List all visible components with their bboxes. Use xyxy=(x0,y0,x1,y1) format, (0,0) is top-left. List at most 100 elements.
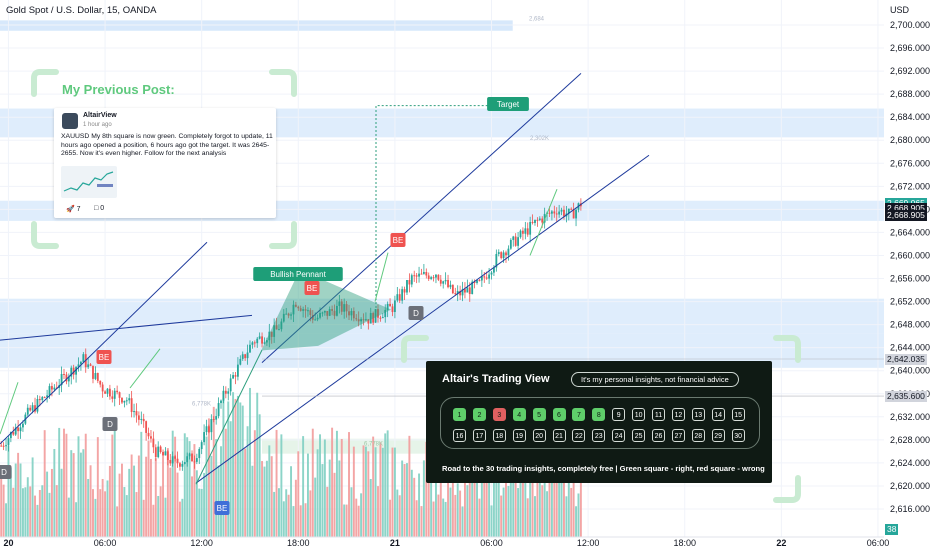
volume-bar xyxy=(512,449,515,537)
volume-bar xyxy=(456,483,459,537)
flag-text: BE xyxy=(217,504,228,513)
likes-value: 7 xyxy=(76,206,81,213)
insight-square: 2 xyxy=(472,408,486,421)
insight-square: 26 xyxy=(652,429,665,442)
insight-square: 3 xyxy=(492,408,506,421)
candle-body xyxy=(398,294,401,301)
candle-body xyxy=(198,449,201,459)
candle-body xyxy=(7,438,10,446)
candle-body xyxy=(432,277,435,279)
insight-square: 16 xyxy=(453,429,466,442)
time-axis[interactable]: 20 06:00 12:00 18:00 21 06:00 12:00 18:00 22 06:0… xyxy=(0,536,932,550)
candle-body xyxy=(415,275,418,277)
candle-body xyxy=(468,287,471,295)
candle-body xyxy=(236,364,239,377)
volume-bar xyxy=(340,439,343,537)
volume-bar xyxy=(227,401,230,537)
volume-bar xyxy=(529,445,532,537)
candle-body xyxy=(258,336,261,339)
candle-body xyxy=(41,397,44,401)
volume-bar xyxy=(21,488,24,537)
volume-bar xyxy=(427,434,430,537)
volume-bar xyxy=(466,485,469,537)
insight-square: 29 xyxy=(711,429,725,442)
volume-bar xyxy=(488,470,491,537)
post-thumbnail[interactable] xyxy=(61,166,117,198)
candle-body xyxy=(280,321,283,330)
candle-body xyxy=(183,462,186,464)
candle-body xyxy=(403,289,406,293)
insight-square: 4 xyxy=(512,408,526,421)
insight-square: 9 xyxy=(612,408,626,421)
author-avatar xyxy=(62,113,78,129)
time-tick-label: 22 xyxy=(776,538,786,548)
flag-text: D xyxy=(107,420,113,429)
volume-bar xyxy=(413,477,416,537)
volume-bar xyxy=(60,468,63,537)
candle-body xyxy=(379,317,382,319)
candle-body xyxy=(9,432,12,439)
candle-body xyxy=(321,312,324,314)
post-author[interactable]: AltairView xyxy=(83,112,117,119)
volume-bar xyxy=(461,506,464,537)
candle-body xyxy=(270,331,273,337)
chart-drawings[interactable] xyxy=(0,73,884,485)
candle-body xyxy=(99,380,102,385)
volume-bar xyxy=(137,455,140,537)
candle-body xyxy=(46,395,49,398)
channel-upper-prev xyxy=(0,314,253,341)
price-axis[interactable]: USD 2,700.000 2,696.000 2,692.000 2,688.000 2… xyxy=(884,0,932,550)
candle-body xyxy=(323,310,326,313)
candle-body xyxy=(442,281,445,284)
insight-square: 27 xyxy=(671,429,685,442)
candle-body xyxy=(116,390,119,393)
price-tick-label: 2,632.000 xyxy=(890,412,930,422)
volume-bar xyxy=(406,463,408,537)
volume-bar xyxy=(297,451,300,537)
volume-bar xyxy=(326,486,329,537)
corner-bracket xyxy=(773,335,801,363)
time-tick-label: 06:00 xyxy=(867,538,890,548)
volume-bar xyxy=(364,446,367,537)
comments-count[interactable]: □ 0 xyxy=(94,205,105,212)
candle-body xyxy=(485,277,488,279)
flag-bg xyxy=(0,465,12,479)
volume-bar xyxy=(526,498,529,537)
volume-bar xyxy=(560,440,563,537)
candle-body xyxy=(142,418,145,422)
volume-bar xyxy=(113,429,116,537)
volume-bar xyxy=(355,498,358,537)
flag-bg xyxy=(304,281,320,295)
volume-bar xyxy=(72,453,75,537)
corner-bracket xyxy=(401,335,429,363)
price-tick-label: 2,692.000 xyxy=(890,66,930,76)
flag-bg xyxy=(487,97,529,111)
volume-bar xyxy=(116,506,119,537)
flag-bg xyxy=(102,417,118,431)
candle-body xyxy=(12,432,15,435)
volume-bar xyxy=(514,456,517,537)
faded-value-label: 6,778K xyxy=(192,401,211,407)
likes-count[interactable]: 🚀 7 xyxy=(66,206,81,213)
candle-body xyxy=(65,374,68,382)
volume-bar xyxy=(251,465,254,537)
volume-bar xyxy=(176,472,179,537)
candle-body xyxy=(169,459,172,464)
previous-post-card[interactable]: AltairView 1 hour ago XAUUSD My 8th squa… xyxy=(54,108,276,218)
volume-bar xyxy=(335,430,338,537)
volume-bar xyxy=(261,461,264,537)
candle-body xyxy=(63,373,65,375)
volume-bar xyxy=(70,450,73,537)
volume-bar xyxy=(212,406,215,537)
candle-body xyxy=(456,290,459,295)
flag-bg xyxy=(96,350,112,364)
candle-body xyxy=(369,313,372,324)
candle-body xyxy=(232,375,234,379)
volume-bar xyxy=(191,476,193,537)
price-tick-label: 2,676.000 xyxy=(890,158,930,168)
candle-body xyxy=(215,416,218,420)
insight-square: 8 xyxy=(592,408,606,421)
price-tick-label: 2,664.000 xyxy=(890,227,930,237)
candle-body xyxy=(444,279,447,282)
candle-body xyxy=(309,310,312,315)
